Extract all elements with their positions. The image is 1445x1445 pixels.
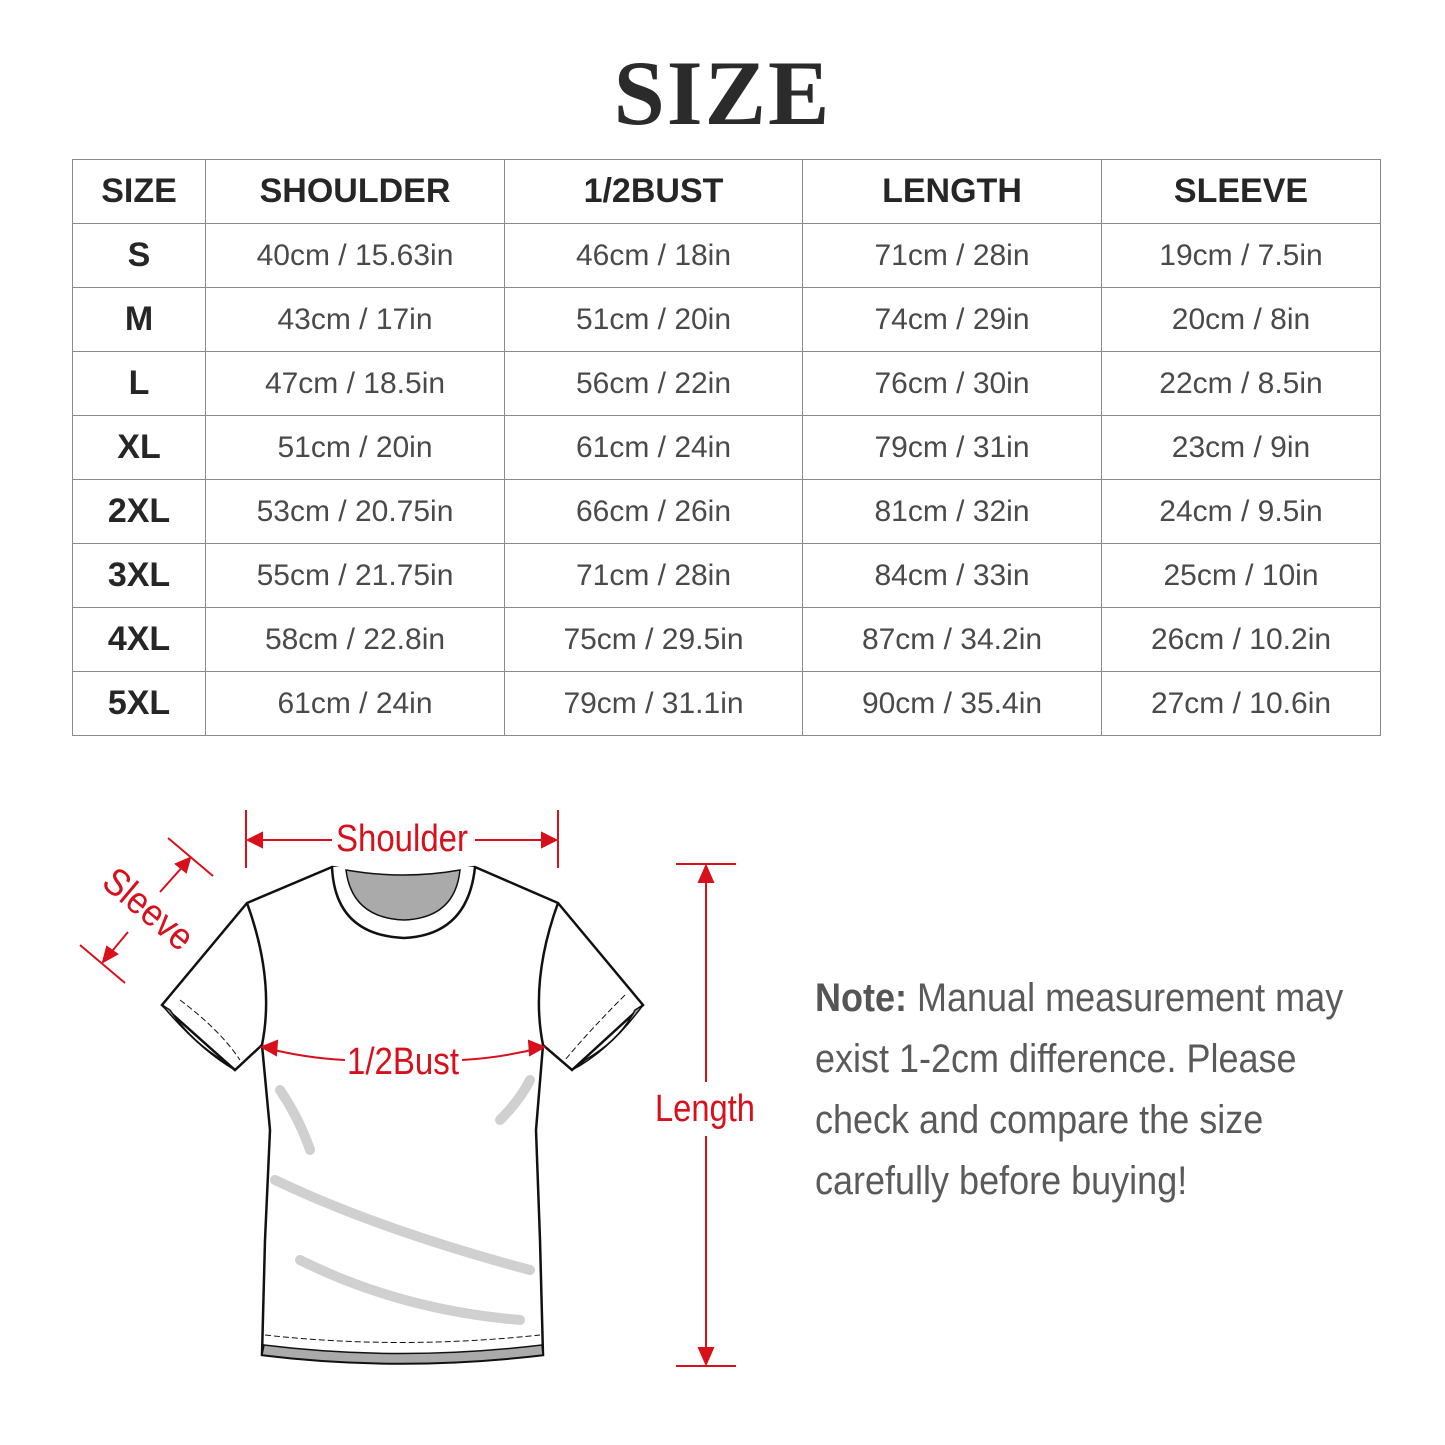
measurement-cell: 46cm / 18in — [504, 223, 803, 288]
column-header: SLEEVE — [1101, 159, 1381, 224]
shoulder-label: Shoulder — [336, 818, 468, 860]
fabric-shading — [270, 1075, 535, 1325]
table-row: M 43cm / 17in 51cm / 20in 74cm / 29in 20cm /… — [72, 287, 1381, 352]
measurement-arrows — [79, 810, 736, 1367]
size-cell: XL — [72, 415, 206, 480]
measurement-cell: 22cm / 8.5in — [1101, 351, 1381, 416]
size-cell: 4XL — [72, 607, 206, 672]
table-row: 2XL 53cm / 20.75in 66cm / 26in 81cm / 32in 2… — [72, 479, 1381, 544]
measurement-diagram: Shoulder Sleeve 1/2Bust Length — [79, 810, 755, 1367]
measurement-cell: 74cm / 29in — [802, 287, 1102, 352]
measurement-cell: 23cm / 9in — [1101, 415, 1381, 480]
measurement-cell: 90cm / 35.4in — [802, 671, 1102, 736]
size-cell: M — [72, 287, 206, 352]
measurement-cell: 51cm / 20in — [205, 415, 505, 480]
measurement-cell: 56cm / 22in — [504, 351, 803, 416]
table-row: XL 51cm / 20in 61cm / 24in 79cm / 31in 23cm … — [72, 415, 1381, 480]
note: Note: Manual measurement may exist 1-2cm… — [815, 968, 1391, 1212]
size-cell: S — [72, 223, 206, 288]
measurement-cell: 26cm / 10.2in — [1101, 607, 1381, 672]
measurement-cell: 71cm / 28in — [802, 223, 1102, 288]
size-table: SIZE SHOULDER 1/2BUST LENGTH SLEEVE S 40cm / … — [72, 159, 1381, 736]
measurement-cell: 53cm / 20.75in — [205, 479, 505, 544]
t-shirt-icon — [160, 865, 645, 1365]
length-label: Length — [655, 1088, 755, 1130]
measurement-cell: 40cm / 15.63in — [205, 223, 505, 288]
table-row: S 40cm / 15.63in 46cm / 18in 71cm / 28in 19c… — [72, 223, 1381, 288]
measurement-cell: 20cm / 8in — [1101, 287, 1381, 352]
measurement-cell: 87cm / 34.2in — [802, 607, 1102, 672]
measurement-cell: 81cm / 32in — [802, 479, 1102, 544]
measurement-cell: 61cm / 24in — [205, 671, 505, 736]
size-cell: 3XL — [72, 543, 206, 608]
measurement-cell: 75cm / 29.5in — [504, 607, 803, 672]
measurement-cell: 79cm / 31in — [802, 415, 1102, 480]
table-row: 4XL 58cm / 22.8in 75cm / 29.5in 87cm / 34.2… — [72, 607, 1381, 672]
measurement-cell: 27cm / 10.6in — [1101, 671, 1381, 736]
note-label: Note: — [815, 976, 907, 1020]
measurement-cell: 51cm / 20in — [504, 287, 803, 352]
size-cell: 2XL — [72, 479, 206, 544]
measurement-cell: 79cm / 31.1in — [504, 671, 803, 736]
page-title: SIZE — [613, 42, 832, 144]
measurement-cell: 19cm / 7.5in — [1101, 223, 1381, 288]
table-row: L 47cm / 18.5in 56cm / 22in 76cm / 30in 22cm… — [72, 351, 1381, 416]
column-header: SIZE — [72, 159, 206, 224]
measurement-cell: 66cm / 26in — [504, 479, 803, 544]
size-cell: 5XL — [72, 671, 206, 736]
measurement-cell: 47cm / 18.5in — [205, 351, 505, 416]
bust-label: 1/2Bust — [347, 1041, 459, 1083]
note-text: Manual measurement may exist 1-2cm diffe… — [815, 976, 1344, 1203]
measurement-cell: 76cm / 30in — [802, 351, 1102, 416]
column-header: LENGTH — [802, 159, 1102, 224]
measurement-cell: 84cm / 33in — [802, 543, 1102, 608]
measurement-cell: 55cm / 21.75in — [205, 543, 505, 608]
column-header: SHOULDER — [205, 159, 505, 224]
measurement-cell: 24cm / 9.5in — [1101, 479, 1381, 544]
size-cell: L — [72, 351, 206, 416]
measurement-cell: 43cm / 17in — [205, 287, 505, 352]
table-header-row: SIZE SHOULDER 1/2BUST LENGTH SLEEVE — [72, 159, 1381, 224]
sleeve-label: Sleeve — [94, 860, 201, 960]
measurement-cell: 25cm / 10in — [1101, 543, 1381, 608]
measurement-cell: 58cm / 22.8in — [205, 607, 505, 672]
table-row: 5XL 61cm / 24in 79cm / 31.1in 90cm / 35.4in… — [72, 671, 1381, 736]
measurement-cell: 71cm / 28in — [504, 543, 803, 608]
column-header: 1/2BUST — [504, 159, 803, 224]
table-row: 3XL 55cm / 21.75in 71cm / 28in 84cm / 33in 2… — [72, 543, 1381, 608]
measurement-cell: 61cm / 24in — [504, 415, 803, 480]
